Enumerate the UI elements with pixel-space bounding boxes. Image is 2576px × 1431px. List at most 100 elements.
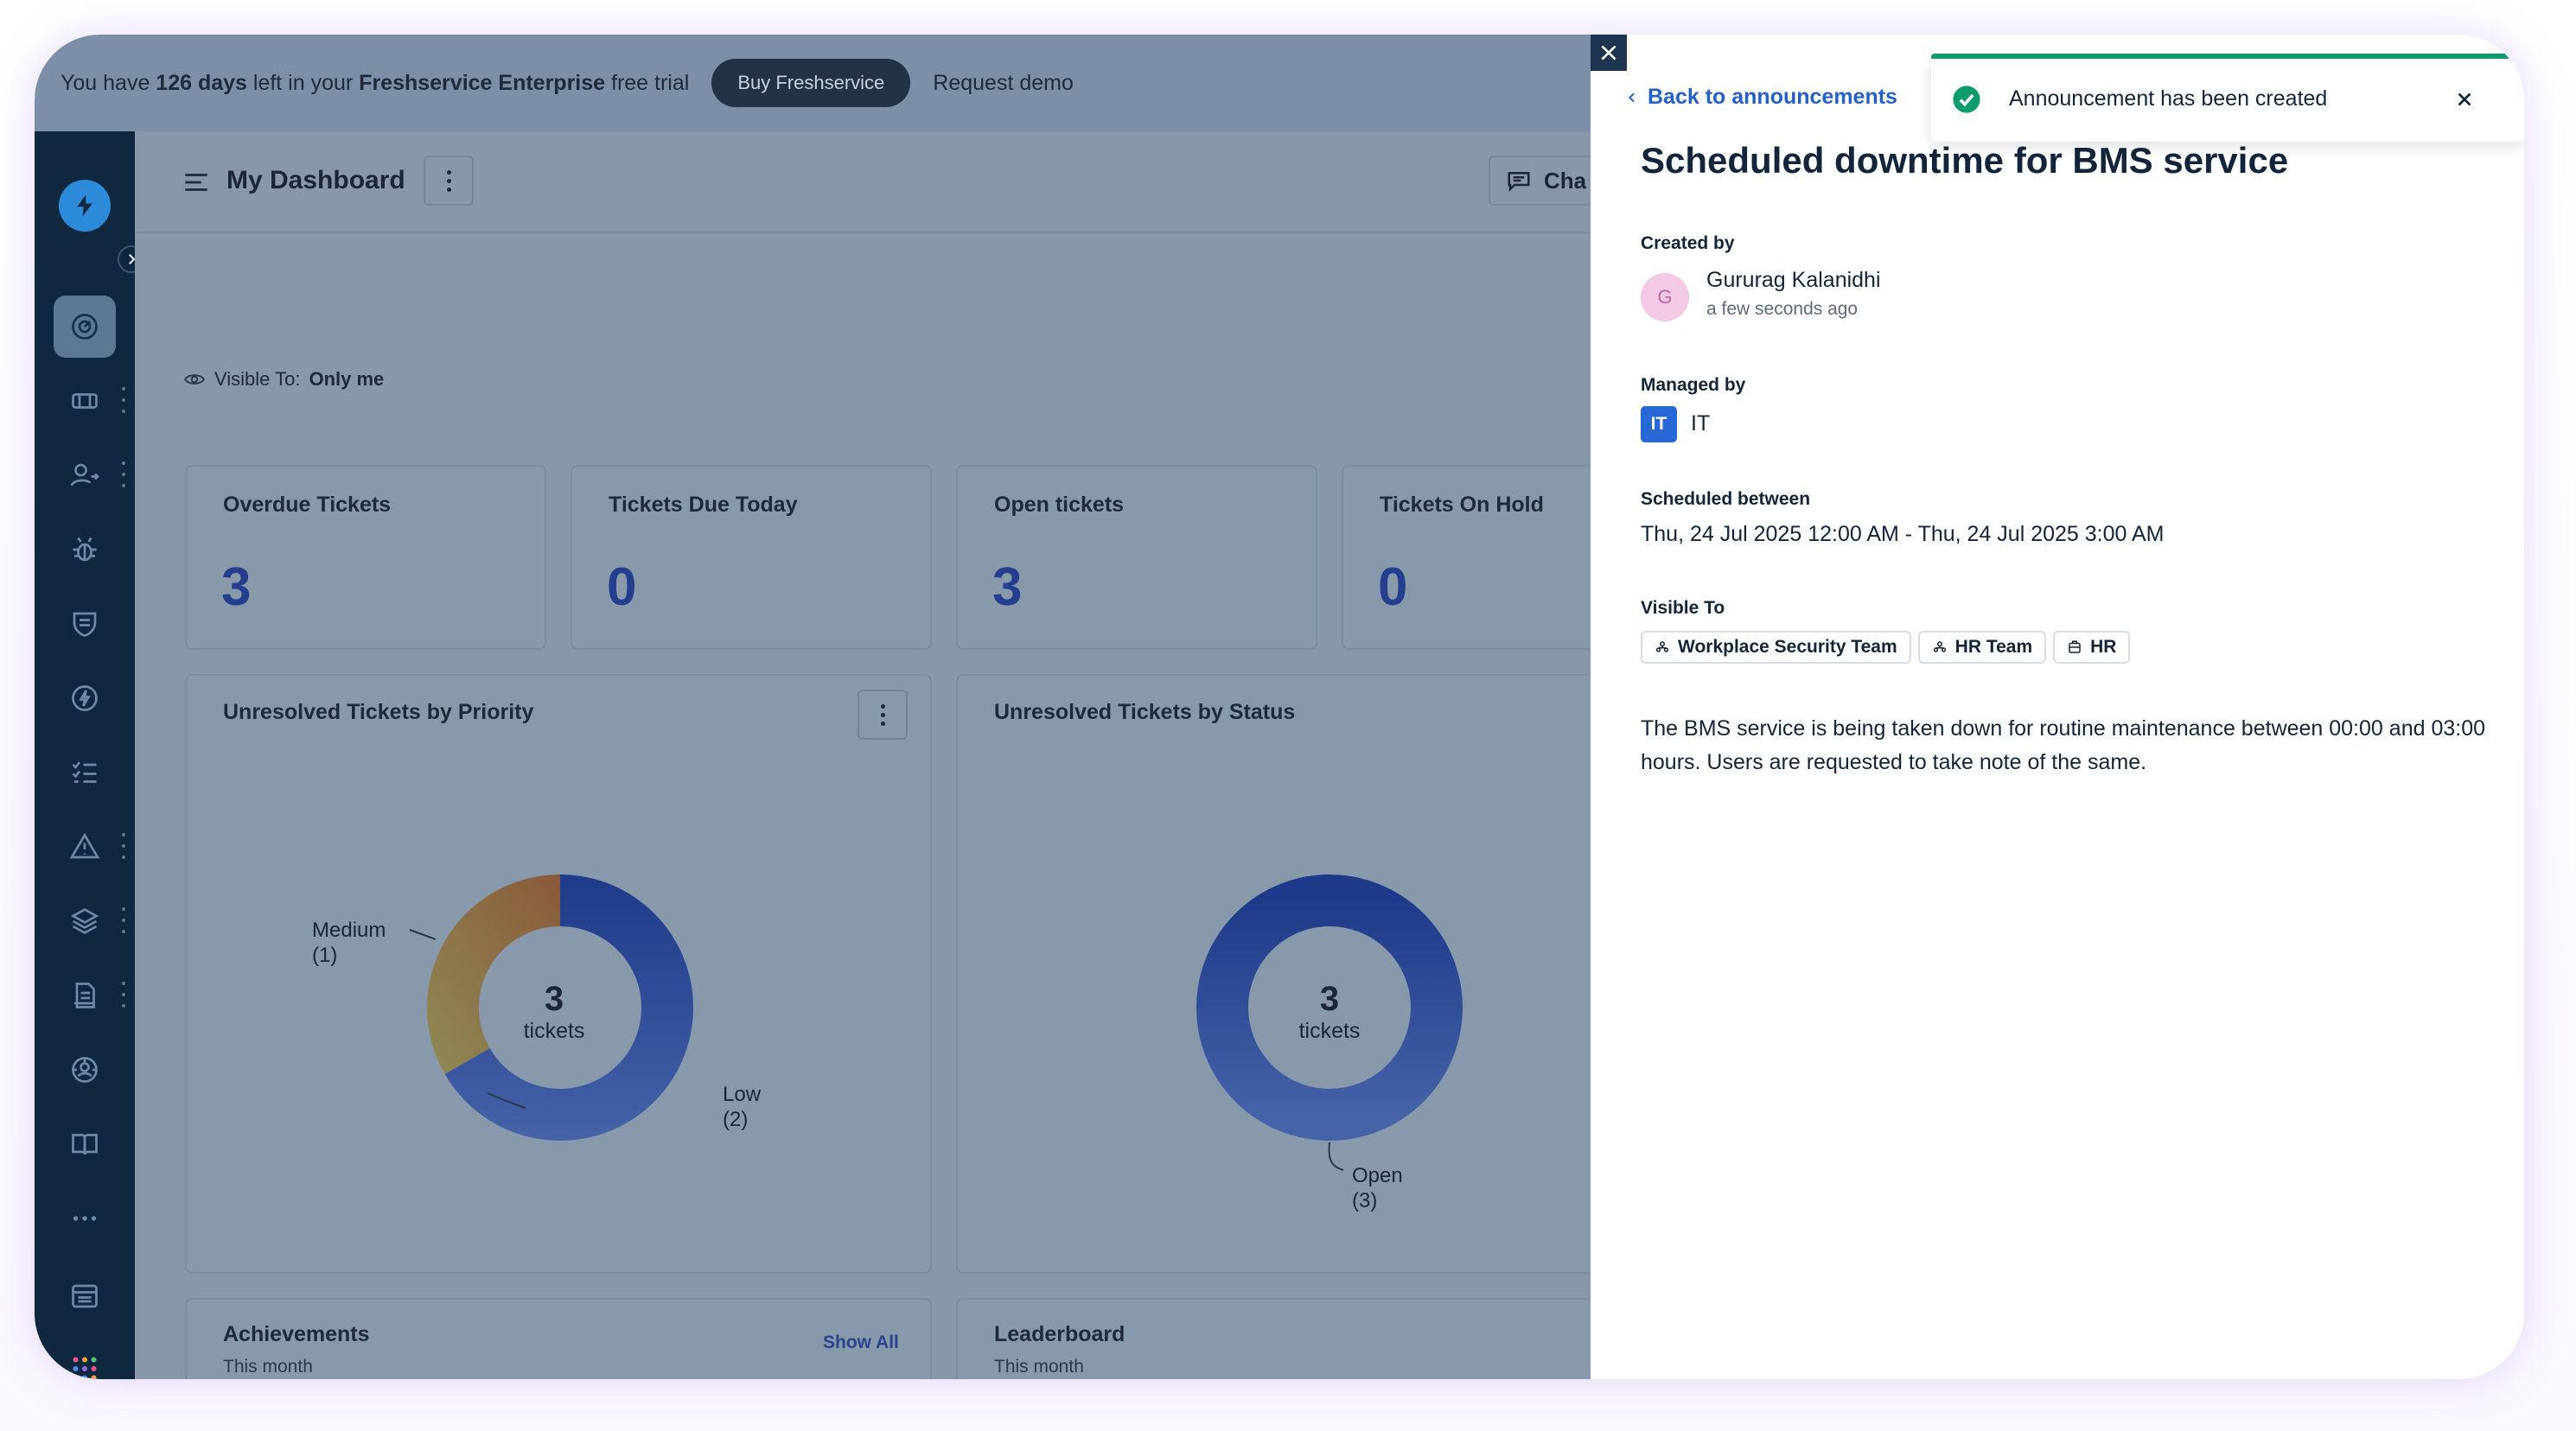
buy-freshservice-button[interactable]: Buy Freshservice — [711, 59, 911, 107]
managed-by-label: Managed by — [1641, 375, 1746, 395]
app-window: You have 126 days left in your Freshserv… — [35, 35, 2524, 1379]
stat-card-title: Tickets Due Today — [609, 493, 798, 517]
department-icon — [2069, 640, 2081, 653]
announcement-title: Scheduled downtime for BMS service — [1641, 140, 2289, 181]
shield-icon — [73, 612, 97, 637]
sidebar-item-apps[interactable] — [54, 1338, 116, 1379]
sidebar-item-assets[interactable] — [54, 890, 116, 952]
sidebar-item-tickets[interactable] — [54, 370, 116, 432]
creator-timestamp: a few seconds ago — [1706, 299, 1859, 319]
user-switch-icon — [70, 463, 99, 487]
sidebar-item-problems[interactable] — [54, 518, 116, 581]
show-all-link[interactable]: Show All — [823, 1332, 899, 1352]
trial-days: 126 days — [156, 70, 247, 95]
document-icon — [74, 983, 95, 1008]
sidebar-item-tickets-menu[interactable] — [119, 387, 128, 413]
chart-options-button[interactable] — [858, 690, 908, 740]
sidebar-item-users-menu[interactable] — [119, 461, 128, 487]
bolt-icon — [72, 685, 98, 711]
bug-icon — [73, 537, 97, 562]
sidebar-item-alerts[interactable] — [54, 816, 116, 878]
sidebar-item-assets-menu[interactable] — [119, 907, 128, 933]
freshservice-logo[interactable] — [59, 180, 111, 232]
close-panel-button[interactable] — [1591, 35, 1627, 71]
group-name: IT — [1691, 411, 1711, 436]
more-icon — [73, 1216, 97, 1221]
announcement-body: The BMS service is being taken down for … — [1641, 716, 2486, 774]
sidebar-item-changes[interactable] — [54, 593, 116, 655]
sidebar-item-contracts[interactable] — [54, 964, 116, 1027]
dashboard-visibility: Visible To: Only me — [183, 368, 384, 391]
priority-donut-chart — [409, 874, 693, 1141]
chart-title: Unresolved Tickets by Status — [994, 700, 1296, 724]
visibility-tags: Workplace Security Team HR Team HR — [1641, 631, 2131, 664]
slice-label-low-name: Low — [723, 1083, 762, 1106]
sidebar-item-users[interactable] — [54, 444, 116, 506]
achievements-card: Achievements This month Show All — [185, 1298, 932, 1379]
chat-button-label: Cha — [1544, 167, 1587, 194]
leader-line-open — [1328, 1142, 1344, 1171]
stat-card-title: Open tickets — [994, 493, 1125, 517]
sidebar-item-contracts-menu[interactable] — [119, 982, 128, 1008]
creator-name: Gururag Kalanidhi — [1706, 268, 1881, 292]
status-donut-chart — [1196, 874, 1463, 1171]
layers-icon — [70, 907, 99, 935]
trial-banner: You have 126 days left in your Freshserv… — [35, 35, 1591, 131]
eye-icon — [184, 374, 205, 385]
donut-slice-medium[interactable] — [427, 874, 560, 1074]
sidebar-item-solutions[interactable] — [54, 1113, 116, 1175]
stat-card-value: 3 — [992, 557, 1023, 617]
stat-card-open[interactable]: Open tickets 3 — [956, 465, 1317, 650]
donut-slice-open[interactable] — [1196, 874, 1463, 1141]
leaderboard-card: Leaderboard This month — [956, 1298, 1703, 1379]
scheduled-between-label: Scheduled between — [1641, 489, 1811, 509]
donut-slice-low[interactable] — [444, 874, 693, 1141]
stat-card-value: 3 — [221, 557, 252, 617]
trial-text-before: You have — [61, 70, 156, 95]
leader-line-medium — [409, 929, 437, 940]
lightning-logo-icon — [77, 194, 92, 217]
hamburger-menu-icon[interactable] — [182, 168, 211, 197]
donut-total: 3 — [1319, 980, 1340, 1018]
sidebar-item-dashboard[interactable] — [54, 296, 116, 358]
dashboard-options-button[interactable] — [424, 156, 474, 206]
visibility-tag: HR Team — [1917, 631, 2047, 664]
slice-label-open-count: (3) — [1352, 1189, 1378, 1212]
visibility-tag: Workplace Security Team — [1641, 631, 1911, 664]
sidebar-item-releases[interactable] — [54, 667, 116, 729]
chat-icon — [1508, 172, 1530, 193]
achievements-subtitle: This month — [223, 1357, 313, 1377]
sidebar-item-support[interactable] — [54, 1039, 116, 1101]
visibility-tag: HR — [2053, 631, 2131, 664]
sidebar-item-inventory[interactable] — [54, 1265, 116, 1327]
sidebar-item-more[interactable] — [54, 1187, 116, 1250]
group-icon — [1933, 641, 1946, 652]
sidebar-item-tasks[interactable] — [54, 741, 116, 804]
apps-icon — [73, 1357, 97, 1379]
back-link-label: Back to announcements — [1648, 85, 1897, 109]
sidebar-item-alerts-menu[interactable] — [119, 833, 128, 859]
achievements-title: Achievements — [223, 1322, 370, 1346]
slice-label-open: Open (3) — [1352, 1163, 1403, 1213]
close-icon — [2458, 92, 2471, 106]
stat-card-due-today[interactable]: Tickets Due Today 0 — [571, 465, 932, 650]
success-check-icon — [1953, 86, 1980, 113]
checklist-icon — [72, 761, 97, 783]
sidebar — [35, 131, 145, 1379]
trial-text-after: free trial — [605, 70, 690, 95]
leaderboard-title: Leaderboard — [994, 1322, 1125, 1346]
scheduled-between-value: Thu, 24 Jul 2025 12:00 AM - Thu, 24 Jul … — [1641, 522, 2165, 546]
stat-card-value: 0 — [1378, 557, 1408, 617]
group-icon — [1655, 641, 1669, 652]
status-slices — [1196, 874, 1463, 1141]
toast-close-button[interactable] — [2450, 85, 2479, 114]
success-toast: Announcement has been created — [1931, 54, 2524, 142]
leaderboard-subtitle: This month — [994, 1357, 1084, 1377]
slice-label-medium-count: (1) — [312, 944, 338, 967]
request-demo-link[interactable]: Request demo — [933, 70, 1074, 95]
stat-card-overdue[interactable]: Overdue Tickets 3 — [185, 465, 546, 650]
visibility-tag-label: Workplace Security Team — [1678, 637, 1897, 657]
stat-card-title: Overdue Tickets — [223, 493, 392, 517]
back-to-announcements-link[interactable]: Back to announcements — [1625, 85, 1897, 110]
visible-to-label: Visible To — [1641, 598, 1725, 618]
